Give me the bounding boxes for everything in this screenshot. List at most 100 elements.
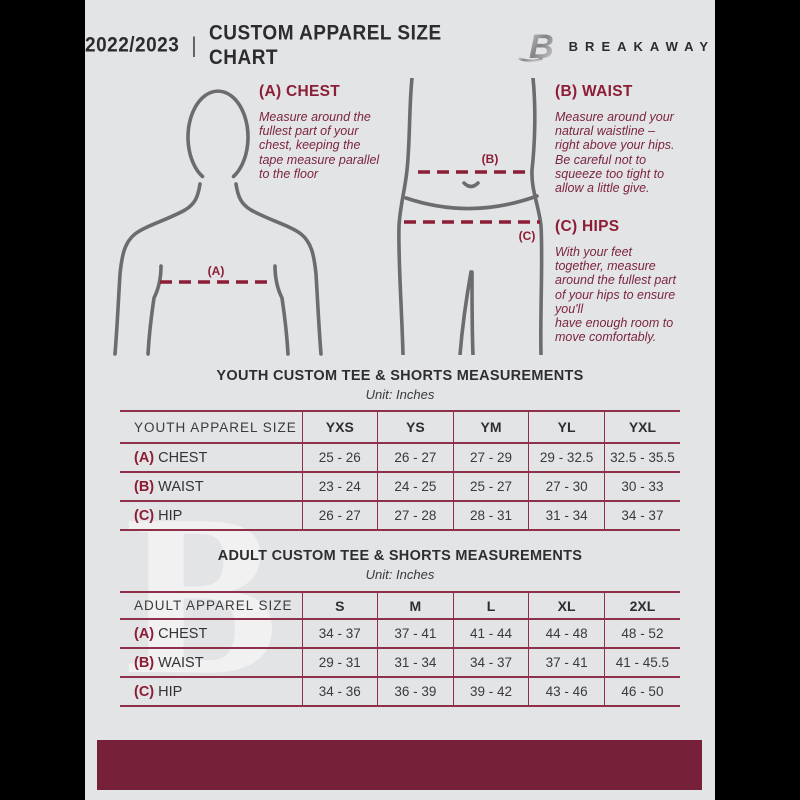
adult-size-s: S xyxy=(301,592,378,619)
brand-name: BREAKAWAY xyxy=(568,38,715,54)
cell: 48 - 52 xyxy=(603,619,680,648)
cell: 36 - 39 xyxy=(377,677,454,706)
youth-size-col-header: YOUTH APPAREL SIZE xyxy=(134,419,297,435)
chest-instruction: (A) CHEST Measure around the fullest par… xyxy=(259,83,385,181)
left-body-outline xyxy=(397,78,414,355)
cell: 24 - 25 xyxy=(377,472,454,501)
cell: 32.5 - 35.5 xyxy=(603,443,680,472)
waist-instruction: (B) WAIST Measure around your natural wa… xyxy=(555,83,700,195)
waist-marker-label: (B) xyxy=(482,152,499,166)
brand-watermark-letter: B xyxy=(125,467,279,722)
cell: 37 - 41 xyxy=(377,619,454,648)
cell: 29 - 31 xyxy=(301,648,378,677)
cell: 43 - 46 xyxy=(528,677,605,706)
cell: 29 - 32.5 xyxy=(528,443,605,472)
inner-leg-right xyxy=(470,270,475,355)
breakaway-logo-icon: B xyxy=(517,28,554,66)
youth-size-yxl: YXL xyxy=(603,411,680,443)
waist-heading: (B) WAIST xyxy=(555,83,633,100)
adult-size-col-header: ADULT APPAREL SIZE xyxy=(134,598,293,613)
youth-size-table: YOUTH APPAREL SIZE YXS YS YM YL YXL (A) … xyxy=(120,410,680,531)
youth-size-yxs: YXS xyxy=(301,411,378,443)
row-key: (A) xyxy=(134,625,155,642)
title-year: 2022/2023 xyxy=(85,33,180,58)
row-label: CHEST xyxy=(158,449,208,466)
belly-curve xyxy=(404,194,539,211)
cell: 23 - 24 xyxy=(301,472,378,501)
adult-header-row: ADULT APPAREL SIZE S M L XL 2XL xyxy=(120,592,680,619)
adult-table-title: ADULT CUSTOM TEE & SHORTS MEASUREMENTS xyxy=(217,548,583,564)
title-main: CUSTOM APPAREL SIZE CHART xyxy=(209,21,442,70)
head-outline xyxy=(186,89,250,179)
right-shoulder-arm xyxy=(234,182,323,356)
cell: 30 - 33 xyxy=(603,472,680,501)
inner-leg-left xyxy=(458,270,473,355)
adult-size-2xl: 2XL xyxy=(603,592,680,619)
hips-heading: (C) HIPS xyxy=(555,218,620,235)
left-inner-arm xyxy=(146,264,163,356)
cell: 41 - 45.5 xyxy=(603,648,680,677)
cell: 34 - 37 xyxy=(603,501,680,530)
youth-table-title: YOUTH CUSTOM TEE & SHORTS MEASUREMENTS xyxy=(216,368,584,384)
cell: 31 - 34 xyxy=(528,501,605,530)
cell: 37 - 41 xyxy=(528,648,605,677)
row-key: (A) xyxy=(134,449,155,466)
cell: 39 - 42 xyxy=(452,677,529,706)
row-label: HIP xyxy=(158,507,183,524)
cell: 26 - 27 xyxy=(377,443,454,472)
adult-table-unit: Unit: Inches xyxy=(365,567,435,582)
adult-size-xl: XL xyxy=(528,592,605,619)
hip-marker-label: (C) xyxy=(519,229,536,243)
cell: 46 - 50 xyxy=(603,677,680,706)
chest-marker-label: (A) xyxy=(208,264,225,278)
youth-size-ys: YS xyxy=(377,411,454,443)
page-header: 2022/2023 | CUSTOM APPAREL SIZE CHART B … xyxy=(85,21,715,70)
row-label: CHEST xyxy=(158,625,208,642)
right-inner-arm xyxy=(273,264,290,356)
adult-waist-row: (B) WAIST 29 - 31 31 - 34 34 - 37 37 - 4… xyxy=(120,648,680,677)
adult-size-m: M xyxy=(377,592,454,619)
cell: 34 - 37 xyxy=(301,619,378,648)
chest-body-text: Measure around the fullest part of your … xyxy=(259,110,380,181)
youth-hip-row: (C) HIP 26 - 27 27 - 28 28 - 31 31 - 34 … xyxy=(120,501,680,530)
adult-chest-row: (A) CHEST 34 - 37 37 - 41 41 - 44 44 - 4… xyxy=(120,619,680,648)
row-label: WAIST xyxy=(158,654,204,671)
youth-chest-row: (A) CHEST 25 - 26 26 - 27 27 - 29 29 - 3… xyxy=(120,443,680,472)
youth-size-yl: YL xyxy=(528,411,605,443)
youth-table-unit: Unit: Inches xyxy=(365,387,435,402)
row-key: (C) xyxy=(134,507,155,524)
torso-chest-diagram: (A) xyxy=(113,89,323,356)
chest-heading: (A) CHEST xyxy=(259,83,341,100)
left-shoulder-arm xyxy=(113,182,202,356)
cell: 27 - 28 xyxy=(377,501,454,530)
youth-header-row: YOUTH APPAREL SIZE YXS YS YM YL YXL xyxy=(120,411,680,443)
row-key: (B) xyxy=(134,654,155,671)
title-divider: | xyxy=(191,33,198,58)
hips-instruction: (C) HIPS With your feet together, measur… xyxy=(555,218,707,344)
size-chart-page: B 2022/2023 | CUSTOM APPAREL SIZE CHART … xyxy=(85,0,715,800)
waist-body-text: Measure around your natural waistline – … xyxy=(555,110,675,196)
adult-size-l: L xyxy=(452,592,529,619)
hips-waist-diagram: (B) (C) xyxy=(397,78,544,355)
row-label: WAIST xyxy=(158,478,204,495)
cell: 41 - 44 xyxy=(452,619,529,648)
adult-hip-row: (C) HIP 34 - 36 36 - 39 39 - 42 43 - 46 … xyxy=(120,677,680,706)
hips-body-text: With your feet together, measure around … xyxy=(555,245,676,345)
cell: 44 - 48 xyxy=(528,619,605,648)
cell: 34 - 36 xyxy=(301,677,378,706)
adult-size-table: ADULT APPAREL SIZE S M L XL 2XL (A) CHES… xyxy=(120,591,680,707)
row-key: (C) xyxy=(134,683,155,700)
document-title: 2022/2023 | CUSTOM APPAREL SIZE CHART xyxy=(85,21,491,70)
cell: 25 - 26 xyxy=(301,443,378,472)
youth-size-ym: YM xyxy=(452,411,529,443)
cell: 34 - 37 xyxy=(452,648,529,677)
cell: 31 - 34 xyxy=(377,648,454,677)
row-key: (B) xyxy=(134,478,155,495)
cell: 27 - 29 xyxy=(452,443,529,472)
navel-mark xyxy=(462,181,480,189)
brand-lockup: B BREAKAWAY xyxy=(517,26,715,66)
row-label: HIP xyxy=(158,683,183,700)
cell: 27 - 30 xyxy=(528,472,605,501)
footer-accent-bar xyxy=(97,740,702,790)
cell: 28 - 31 xyxy=(452,501,529,530)
